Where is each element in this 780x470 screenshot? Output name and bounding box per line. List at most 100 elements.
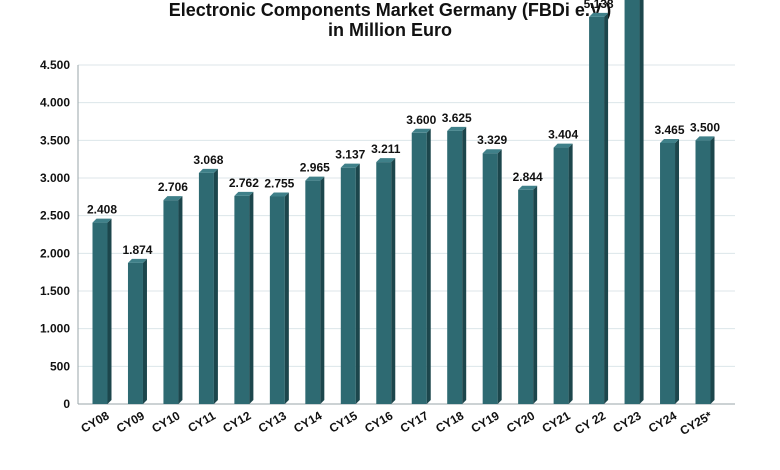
x-tick-label: CY12 bbox=[220, 408, 253, 435]
bar-side bbox=[142, 258, 147, 404]
data-label: 3.465 bbox=[655, 123, 685, 137]
bar bbox=[660, 138, 680, 404]
bar-side bbox=[568, 143, 573, 404]
data-label: 3.068 bbox=[193, 153, 223, 167]
bar bbox=[518, 185, 538, 404]
x-tick-label: CY14 bbox=[291, 408, 324, 435]
data-label: 3.404 bbox=[548, 128, 578, 142]
x-tick-label: CY23 bbox=[611, 408, 644, 435]
y-tick-label: 2.500 bbox=[40, 209, 70, 223]
y-tick-label: 500 bbox=[50, 359, 70, 373]
bar-side bbox=[284, 192, 289, 404]
data-label: 2.706 bbox=[158, 180, 188, 194]
x-tick-label: CY13 bbox=[256, 408, 289, 435]
bar bbox=[269, 192, 289, 404]
x-tick-label: CY24 bbox=[646, 408, 679, 435]
data-label: 3.625 bbox=[442, 111, 472, 125]
bar-side bbox=[213, 168, 218, 404]
bar-side bbox=[710, 136, 715, 405]
bar-side bbox=[533, 185, 538, 404]
x-tick-label: CY21 bbox=[540, 408, 573, 435]
bar bbox=[376, 158, 396, 404]
data-label: 3.137 bbox=[335, 148, 365, 162]
x-tick-label: CY25* bbox=[677, 408, 714, 438]
bar-front bbox=[198, 172, 214, 404]
bar-front bbox=[589, 16, 605, 404]
bar bbox=[198, 168, 218, 404]
x-tick-label: CY08 bbox=[78, 408, 111, 435]
bar bbox=[589, 12, 609, 404]
data-label: 2.755 bbox=[264, 176, 294, 190]
bar bbox=[553, 143, 573, 404]
bar bbox=[127, 258, 147, 404]
bar-top bbox=[92, 218, 112, 223]
x-tick-label: CY09 bbox=[114, 408, 147, 435]
bar-front bbox=[127, 262, 143, 404]
bar-top bbox=[305, 176, 325, 181]
bar-top bbox=[518, 185, 538, 190]
chart-title-line1: Electronic Components Market Germany (FB… bbox=[168, 0, 612, 20]
bar-front bbox=[411, 132, 427, 405]
bar bbox=[411, 128, 431, 405]
y-tick-label: 4.500 bbox=[40, 58, 70, 72]
bar-top bbox=[340, 163, 360, 168]
bar-top bbox=[127, 258, 147, 263]
x-tick-label: CY11 bbox=[185, 408, 218, 435]
bar-front bbox=[447, 130, 463, 404]
bar-side bbox=[391, 158, 396, 404]
x-tick-label: CY16 bbox=[362, 408, 395, 435]
bar-top bbox=[695, 136, 715, 141]
bar-side bbox=[675, 138, 680, 404]
bar-front bbox=[92, 222, 108, 404]
y-tick-label: 3.000 bbox=[40, 171, 70, 185]
bar-front bbox=[695, 140, 711, 405]
data-label: 2.408 bbox=[87, 203, 117, 217]
bar-front bbox=[553, 147, 569, 404]
y-tick-label: 0 bbox=[63, 397, 70, 411]
bar-side bbox=[320, 176, 325, 404]
bar-front bbox=[376, 162, 392, 404]
bar bbox=[482, 149, 502, 404]
chart-title-line2: in Million Euro bbox=[328, 20, 452, 40]
bar bbox=[92, 218, 112, 404]
bar-top bbox=[269, 192, 289, 197]
bar-side bbox=[604, 12, 609, 404]
bar-top bbox=[198, 168, 218, 173]
bar bbox=[340, 163, 360, 404]
x-tick-label: CY 22 bbox=[572, 408, 608, 437]
bar-front bbox=[482, 153, 498, 404]
bar-top bbox=[660, 138, 680, 143]
bar-side bbox=[355, 163, 360, 404]
bar-front bbox=[624, 0, 640, 405]
bar bbox=[624, 0, 644, 405]
x-tick-label: CY17 bbox=[398, 408, 431, 435]
bar-top bbox=[163, 196, 183, 201]
bar-side bbox=[249, 191, 254, 404]
data-label: 3.329 bbox=[477, 133, 507, 147]
x-tick-label: CY10 bbox=[149, 408, 182, 435]
bar bbox=[305, 176, 325, 404]
chart-title: Electronic Components Market Germany (FB… bbox=[0, 0, 780, 40]
data-label: 3.600 bbox=[406, 113, 436, 127]
bar-side bbox=[178, 196, 183, 404]
x-tick-label: CY15 bbox=[327, 408, 360, 435]
bar-side bbox=[462, 126, 467, 405]
bar-top bbox=[482, 149, 502, 154]
x-tick-label: CY19 bbox=[469, 408, 502, 435]
bar-front bbox=[305, 180, 321, 404]
bar-front bbox=[269, 196, 285, 404]
data-label: 2.965 bbox=[300, 161, 330, 175]
bar bbox=[447, 126, 467, 405]
bar-top bbox=[411, 128, 431, 133]
bar-front bbox=[234, 195, 250, 404]
bar-front bbox=[518, 189, 534, 404]
bar-front bbox=[163, 200, 179, 404]
y-tick-label: 4.000 bbox=[40, 96, 70, 110]
bar-side bbox=[497, 149, 502, 404]
y-tick-label: 3.500 bbox=[40, 133, 70, 147]
y-tick-label: 1.500 bbox=[40, 284, 70, 298]
bar-side bbox=[107, 218, 112, 404]
data-label: 1.874 bbox=[122, 243, 152, 257]
